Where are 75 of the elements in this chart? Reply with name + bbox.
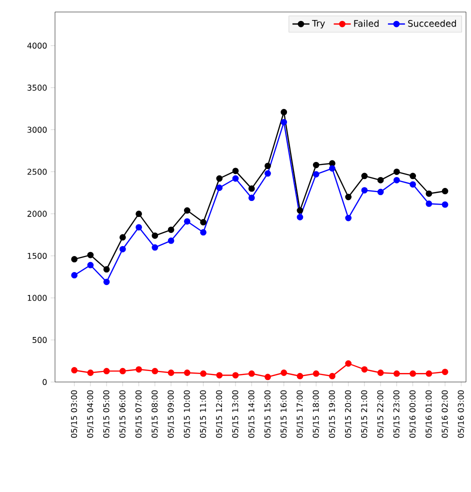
- point: [168, 370, 174, 376]
- point: [442, 188, 448, 194]
- point: [410, 370, 416, 377]
- point: [136, 366, 142, 373]
- point: [426, 200, 432, 207]
- point: [136, 210, 142, 218]
- point: [87, 370, 94, 376]
- point: [394, 168, 400, 175]
- point: [426, 370, 432, 377]
- point: [120, 246, 126, 252]
- point: [184, 207, 190, 214]
- point: [361, 172, 368, 180]
- point: [377, 188, 384, 196]
- point: [103, 368, 110, 374]
- point: [264, 170, 271, 177]
- point: [296, 214, 304, 220]
- point: [216, 372, 223, 378]
- point: [152, 244, 158, 251]
- point: [410, 172, 416, 180]
- point: [410, 181, 416, 188]
- point: [248, 194, 255, 202]
- point: [71, 272, 78, 278]
- point: [184, 370, 190, 376]
- point: [426, 190, 432, 197]
- point: [345, 194, 352, 200]
- point: [312, 162, 320, 168]
- point: [232, 372, 239, 378]
- point: [377, 176, 384, 184]
- point: [216, 184, 223, 191]
- legend-label: Succeeded: [408, 20, 456, 27]
- point: [361, 187, 368, 194]
- point: [329, 372, 336, 380]
- point: [312, 171, 320, 178]
- point: [168, 238, 174, 244]
- point: [312, 370, 320, 377]
- point: [280, 108, 288, 116]
- point: [120, 234, 126, 241]
- point: [71, 367, 78, 374]
- point: [296, 372, 304, 380]
- point: [394, 370, 400, 377]
- point: [136, 224, 142, 230]
- point: [361, 366, 368, 373]
- point: [168, 226, 174, 233]
- point: [103, 278, 110, 286]
- point: [280, 118, 288, 126]
- point: [264, 162, 271, 170]
- point: [442, 201, 448, 208]
- point: [442, 368, 448, 376]
- point: [232, 168, 239, 174]
- point: [345, 360, 352, 367]
- point: [200, 229, 206, 236]
- point: [216, 175, 223, 182]
- point: [200, 370, 206, 377]
- point: [200, 219, 206, 226]
- point: [152, 368, 158, 374]
- point: [232, 175, 239, 182]
- legend-label: Try: [312, 20, 325, 28]
- legend-label: Failed: [354, 20, 379, 27]
- point: [264, 374, 271, 380]
- point: [345, 214, 352, 222]
- point: [87, 252, 94, 258]
- point: [184, 218, 190, 225]
- point: [87, 262, 94, 268]
- point: [248, 185, 255, 192]
- point: [394, 176, 400, 184]
- point: [248, 370, 255, 377]
- point: [329, 160, 336, 167]
- point: [120, 368, 126, 374]
- point: [377, 370, 384, 376]
- point: [296, 207, 304, 214]
- point: [152, 232, 158, 239]
- point: [71, 256, 78, 262]
- point: [103, 266, 110, 273]
- point: [329, 165, 336, 172]
- point: [280, 370, 288, 376]
